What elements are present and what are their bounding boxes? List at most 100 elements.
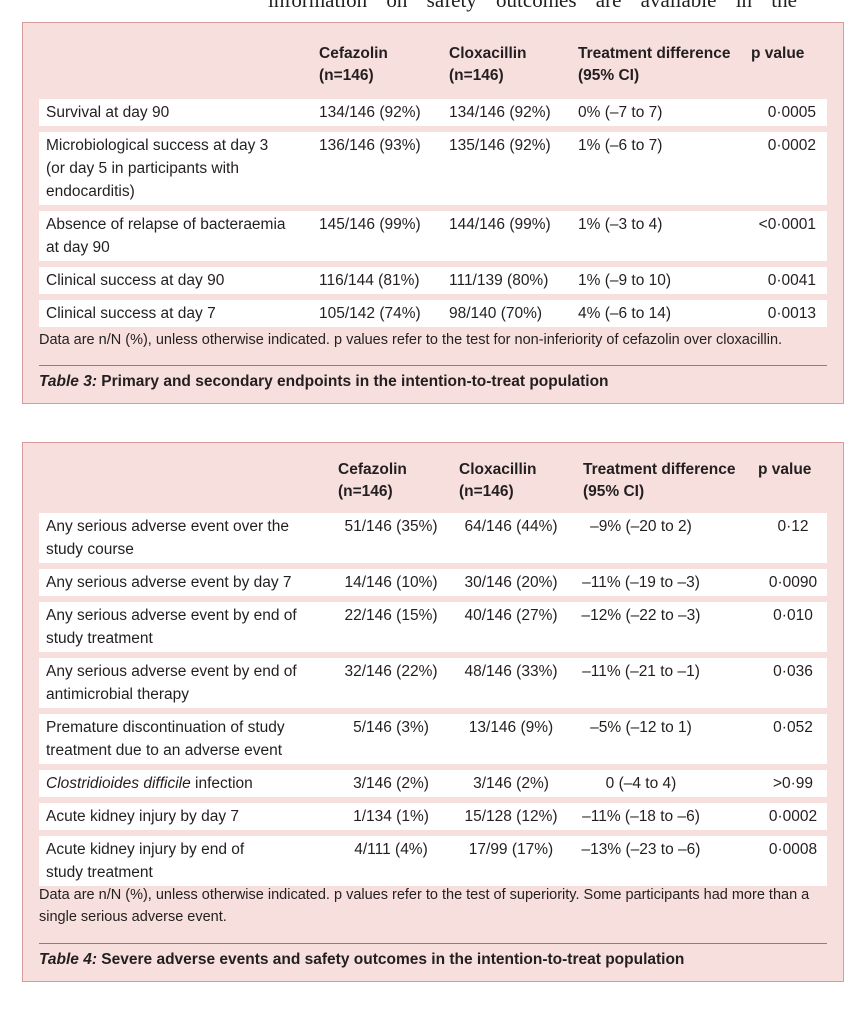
row-label: Clinical success at day 90 <box>46 272 225 289</box>
cell: 32/146 (22%) <box>344 663 438 680</box>
column-name: Treatment difference <box>583 461 736 478</box>
cell: 5/146 (3%) <box>353 719 429 736</box>
cell: 105/142 (74%) <box>319 305 421 322</box>
cell: –11% (–18 to –6) <box>582 808 700 825</box>
row: Clinical success at day 7 105/142 (74%) 98… <box>39 300 827 327</box>
column-name: Cefazolin <box>338 461 407 478</box>
cell: 4% (–6 to 14) <box>578 305 672 322</box>
rows: Survival at day 90 134/146 (92%) 134/146 (… <box>39 99 827 333</box>
cell: 0·0002 <box>768 808 818 825</box>
cell: 0·036 <box>773 663 813 680</box>
cell: 22/146 (15%) <box>344 607 438 624</box>
column-name: Cloxacillin <box>449 45 527 62</box>
row-label: Premature discontinuation of study treat… <box>46 719 285 759</box>
table-4: Cefazolin (n=146) Cloxacillin (n=146) Treatm… <box>22 442 844 982</box>
row: Absence of relapse of bacteraemia at day… <box>39 211 827 261</box>
cell: 1% (–9 to 10) <box>578 272 672 289</box>
row-label: Clostridioides difficile infection <box>46 772 834 795</box>
cell: 135/146 (92%) <box>449 137 551 154</box>
cell: 136/146 (93%) <box>319 137 421 154</box>
cell: 14/146 (10%) <box>344 574 438 591</box>
cell: –9% (–20 to 2) <box>590 518 692 535</box>
caption-label: Table 3: <box>39 373 97 390</box>
row: Microbiological success at day 3 (or day… <box>39 132 827 205</box>
cell: 116/144 (81%) <box>319 272 420 289</box>
column-sub: (n=146) <box>459 483 514 500</box>
cell: –11% (–21 to –1) <box>582 663 700 680</box>
column-header: p value <box>751 43 804 65</box>
row-label: Absence of relapse of bacteraemia at day… <box>46 216 286 256</box>
row-label: Any serious adverse event by day 7 <box>46 574 292 591</box>
cell: 0·0090 <box>768 574 818 591</box>
caption: Table 4: Severe adverse events and safet… <box>39 951 684 969</box>
cell: 134/146 (92%) <box>319 104 421 121</box>
column-name: Cefazolin <box>319 45 388 62</box>
cell: 48/146 (33%) <box>464 663 558 680</box>
cell: 64/146 (44%) <box>464 518 558 535</box>
row: Acute kidney injury by day 7 1/134 (1%) 15… <box>39 803 827 830</box>
cell: 0·0005 <box>767 104 816 121</box>
column-header: Cefazolin (n=146) <box>319 43 388 87</box>
row-label: Acute kidney injury by day 7 <box>46 808 239 825</box>
column-sub: (n=146) <box>449 67 504 84</box>
cell: 1% (–3 to 4) <box>578 216 663 233</box>
cell: 0·052 <box>773 719 813 736</box>
caption: Table 3: Primary and secondary endpoints… <box>39 373 609 391</box>
row: Survival at day 90 134/146 (92%) 134/146 (… <box>39 99 827 126</box>
cell: <0·0001 <box>758 216 816 233</box>
row: Any serious adverse event by end of stud… <box>39 602 827 652</box>
cell: 40/146 (27%) <box>464 607 558 624</box>
row-label: Survival at day 90 <box>46 104 170 121</box>
rule <box>39 943 827 944</box>
column-sub: (n=146) <box>338 483 393 500</box>
cell: –5% (–12 to 1) <box>590 719 692 736</box>
row: Any serious adverse event over the study… <box>39 513 827 563</box>
column-sub: (95% CI) <box>578 67 640 84</box>
cell: 4/111 (4%) <box>354 841 428 858</box>
row: Clinical success at day 90 116/144 (81%) 1… <box>39 267 827 294</box>
cell: 0·0041 <box>767 272 816 289</box>
caption-text: Primary and secondary endpoints in the i… <box>97 373 609 390</box>
column-header: p value <box>758 459 811 481</box>
row-label: Microbiological success at day 3 (or day… <box>46 137 269 200</box>
row: Acute kidney injury by end of study trea… <box>39 836 827 886</box>
column-name: p value <box>751 45 805 62</box>
row-label: Clinical success at day 7 <box>46 305 216 322</box>
cell: 0·0002 <box>767 137 816 154</box>
cell: –12% (–22 to –3) <box>581 607 701 624</box>
column-header: Cefazolin (n=146) <box>338 459 407 503</box>
cell: 144/146 (99%) <box>449 216 551 233</box>
row-label: Any serious adverse event by end of anti… <box>46 663 297 703</box>
column-name: p value <box>758 461 812 478</box>
cell: 17/99 (17%) <box>468 841 554 858</box>
row: Any serious adverse event by day 7 14/146… <box>39 569 827 596</box>
table-3: Cefazolin (n=146) Cloxacillin (n=146) Treatm… <box>22 22 844 404</box>
row-label: Acute kidney injury by end of study trea… <box>46 841 245 881</box>
row: Any serious adverse event by end of anti… <box>39 658 827 708</box>
label-text: infection <box>190 775 253 792</box>
row-label: Any serious adverse event by end of stud… <box>46 607 297 647</box>
caption-label: Table 4: <box>39 951 97 968</box>
column-header: Cloxacillin (n=146) <box>459 459 537 503</box>
top-text: information on safety outcomes are avail… <box>268 0 797 12</box>
cell: 98/140 (70%) <box>449 305 543 322</box>
column-name: Cloxacillin <box>459 461 537 478</box>
cell: 3/146 (2%) <box>353 775 429 792</box>
footnote: Data are n/N (%), unless otherwise indic… <box>39 332 783 348</box>
column-header: Cloxacillin (n=146) <box>449 43 527 87</box>
column-sub: (95% CI) <box>583 483 645 500</box>
cell: 51/146 (35%) <box>344 518 438 535</box>
cell: 111/139 (80%) <box>449 272 549 289</box>
cell: 15/128 (12%) <box>464 808 558 825</box>
rule <box>39 365 827 366</box>
cell: 1% (–6 to 7) <box>578 137 663 154</box>
cell: –11% (–19 to –3) <box>582 574 700 591</box>
cell: 0·0013 <box>767 305 816 322</box>
cell: 3/146 (2%) <box>473 775 549 792</box>
cell: 0·0008 <box>768 841 818 858</box>
cell: 0% (–7 to 7) <box>578 104 663 121</box>
cell: 30/146 (20%) <box>464 574 558 591</box>
rows: Any serious adverse event over the study… <box>39 513 827 892</box>
label-italic: Clostridioides difficile <box>46 775 191 792</box>
